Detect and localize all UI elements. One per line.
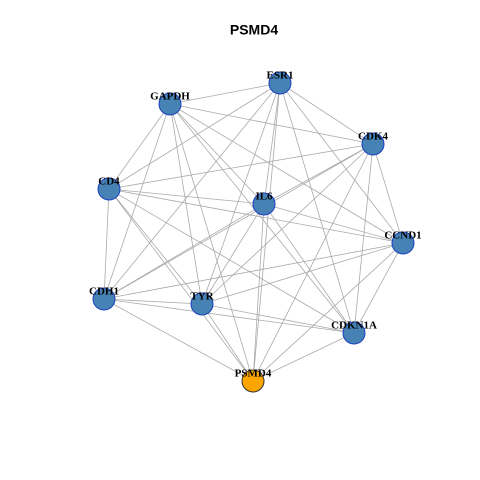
edge [108,188,355,334]
nodes: ESR1 GAPDH CDK4 CD4 IL6 CCND1 CDH1 TYR CDKN1A PSM… [89,70,422,393]
edge [201,303,355,334]
edge [103,298,254,382]
node [361,132,385,156]
node-label: CDK4 [358,131,388,143]
edge [263,203,355,334]
node-label: GAPDH [150,91,190,103]
edge [372,143,404,244]
node [252,192,276,216]
edge [169,103,404,244]
edge [108,143,374,190]
node-label: ESR1 [267,70,294,82]
edge [353,242,404,334]
node-label: CCND1 [384,230,421,242]
edge [103,82,281,300]
edge [169,103,374,145]
edge [263,82,281,205]
edge [252,332,355,382]
edge [252,203,265,382]
node-label: CDH1 [89,286,119,298]
node-label: CD4 [98,176,120,188]
node-label: TYR [190,291,214,303]
edge [201,82,281,305]
node [241,369,265,393]
edge [169,82,281,105]
edge [103,103,171,300]
edge [263,143,374,205]
edge [108,188,203,305]
node [92,287,116,311]
node [342,321,366,345]
edge [108,188,404,244]
edge [103,298,203,305]
node [158,92,182,116]
node-label: PSMD4 [235,368,272,380]
edge [252,82,281,382]
edge [279,82,355,334]
node-label: IL6 [255,191,273,203]
node [190,292,214,316]
edge [201,203,265,305]
node [97,177,121,201]
edge [103,188,110,300]
edge [201,143,374,305]
edge [108,188,265,205]
edge [169,103,265,205]
node-label: CDKN1A [331,320,377,332]
node [391,231,415,255]
edge [103,203,265,300]
edge [169,103,254,382]
edge [252,242,404,382]
edge [263,203,404,244]
title: PSMD4 [230,22,278,38]
edge [353,143,374,334]
edge [279,82,404,244]
edges [103,82,404,382]
edge [108,82,281,190]
edge [201,242,404,305]
edge [108,103,171,190]
edge [201,303,254,382]
edge [169,103,355,334]
edge [169,103,203,305]
edge [252,143,374,382]
node [268,71,292,95]
edge [279,82,374,145]
edge [103,143,374,300]
edge [103,298,355,334]
edge [103,242,404,300]
edge [108,188,254,382]
